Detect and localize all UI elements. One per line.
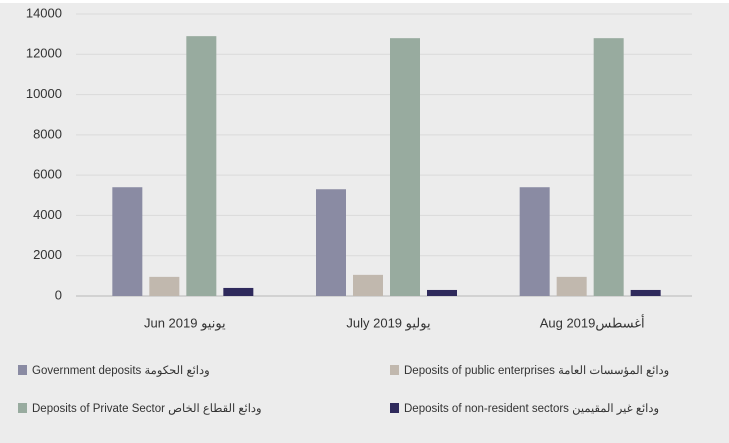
bar — [149, 276, 180, 296]
legend: Government deposits ودائع الحكومة Deposit… — [18, 364, 669, 415]
legend-label: Deposits of non-resident sectors ودائع غ… — [404, 402, 659, 415]
top-strip — [0, 0, 729, 3]
legend-swatch — [390, 403, 399, 413]
bar — [593, 38, 624, 297]
x-tick-label: July 2019 يوليو — [346, 315, 431, 331]
y-tick-label: 14000 — [26, 5, 62, 20]
y-tick-label: 10000 — [26, 86, 62, 101]
legend-label: Deposits of Private Sector ودائع القطاع … — [32, 402, 262, 415]
y-tick-label: 2000 — [33, 247, 62, 262]
bar — [630, 289, 661, 296]
y-tick-label: 4000 — [33, 207, 62, 222]
bar — [556, 276, 587, 296]
legend-label: Deposits of public enterprises ودائع الم… — [404, 364, 669, 377]
y-tick-label: 6000 — [33, 167, 62, 182]
bar — [390, 38, 420, 297]
bar — [112, 187, 143, 296]
legend-swatch — [18, 365, 27, 375]
legend-label: Government deposits ودائع الحكومة — [32, 364, 210, 377]
x-tick-label: Aug 2019أغسطس — [540, 314, 645, 331]
bar — [223, 287, 254, 296]
bar — [316, 189, 346, 296]
y-tick-label: 8000 — [33, 126, 62, 141]
bar — [186, 36, 217, 297]
y-tick-label: 0 — [55, 287, 62, 302]
legend-swatch — [390, 365, 399, 375]
bar — [519, 187, 550, 296]
bar — [427, 289, 457, 296]
y-tick-label: 12000 — [26, 46, 62, 61]
plot: 0 2000 4000 6000 8000 10000 12000 14000 Jun 2019… — [26, 5, 692, 331]
legend-swatch — [18, 403, 27, 413]
x-tick-label: Jun 2019 يونيو — [144, 315, 226, 331]
bar — [353, 274, 383, 296]
